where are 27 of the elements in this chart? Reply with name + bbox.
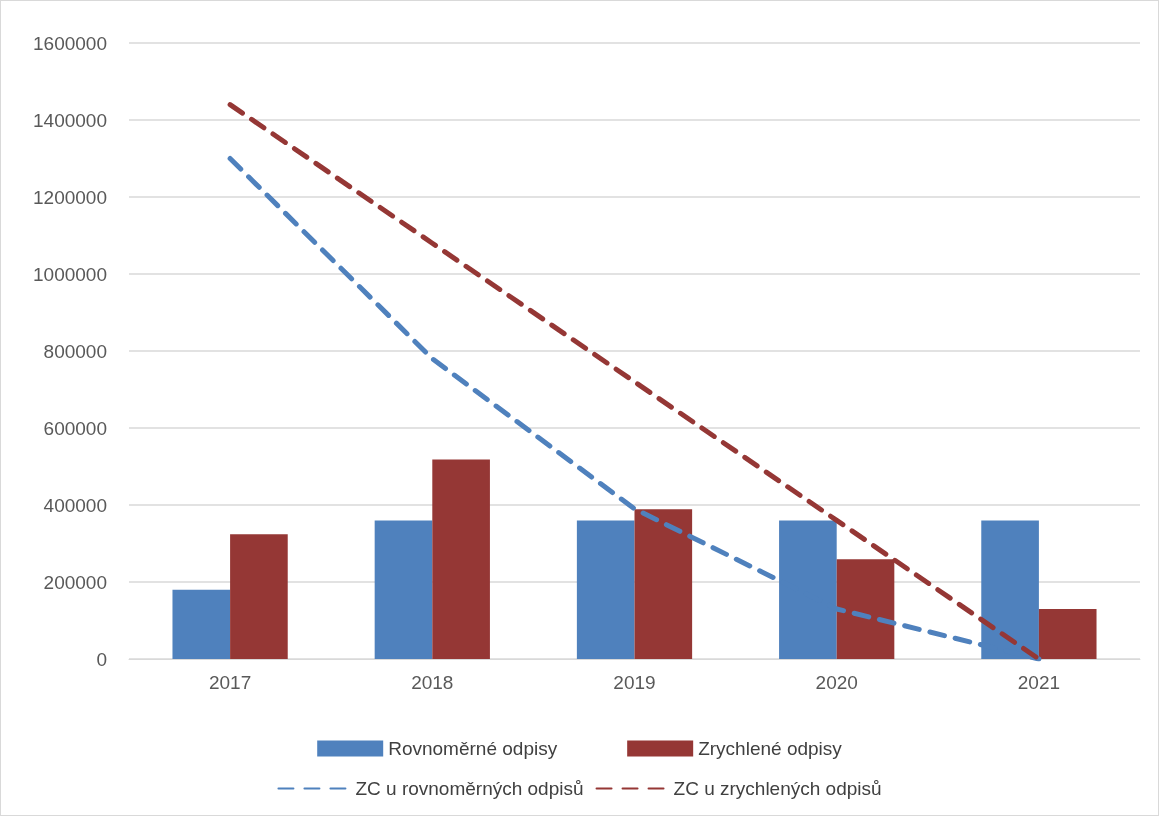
x-tick-label: 2020 (815, 672, 858, 693)
y-tick-label: 600000 (43, 417, 107, 439)
legend-label: ZC u zrychlených odpisů (673, 778, 882, 799)
bar (230, 534, 288, 659)
y-tick-label: 0 (96, 648, 107, 670)
bar (836, 559, 895, 659)
bar (634, 509, 693, 659)
x-tick-label: 2018 (411, 672, 454, 693)
bar (576, 520, 635, 659)
y-tick-label: 800000 (43, 340, 107, 362)
bar (172, 589, 231, 659)
y-tick-label: 400000 (43, 494, 107, 516)
x-tick-label: 2017 (208, 672, 252, 693)
y-tick-label: 1200000 (33, 186, 107, 208)
y-tick-label: 200000 (43, 571, 107, 593)
y-tick-label: 1000000 (33, 263, 107, 285)
legend-label: ZC u rovnoměrných odpisů (355, 778, 584, 799)
bar (374, 520, 433, 659)
bar (779, 520, 837, 659)
legend-label: Zrychlené odpisy (698, 738, 843, 759)
x-tick-label: 2019 (613, 672, 656, 693)
y-tick-label: 1600000 (33, 32, 107, 54)
legend-label: Rovnoměrné odpisy (388, 738, 558, 759)
y-tick-label: 1400000 (33, 109, 107, 131)
bar (432, 459, 490, 659)
bar (981, 520, 1039, 659)
x-tick-label: 2021 (1017, 672, 1061, 693)
